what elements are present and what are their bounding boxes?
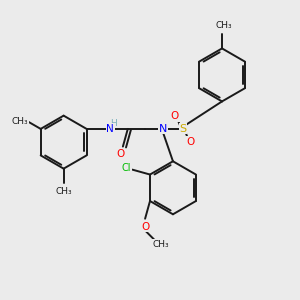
Text: N: N xyxy=(106,124,114,134)
Text: O: O xyxy=(117,149,125,159)
Text: Cl: Cl xyxy=(122,163,131,173)
Text: H: H xyxy=(110,118,116,127)
Text: S: S xyxy=(179,124,186,134)
Text: CH₃: CH₃ xyxy=(216,21,232,30)
Text: O: O xyxy=(171,111,179,121)
Text: CH₃: CH₃ xyxy=(55,187,72,196)
Text: O: O xyxy=(141,222,149,232)
Text: CH₃: CH₃ xyxy=(152,240,169,249)
Text: N: N xyxy=(159,124,167,134)
Text: O: O xyxy=(187,137,195,147)
Text: CH₃: CH₃ xyxy=(12,117,28,126)
